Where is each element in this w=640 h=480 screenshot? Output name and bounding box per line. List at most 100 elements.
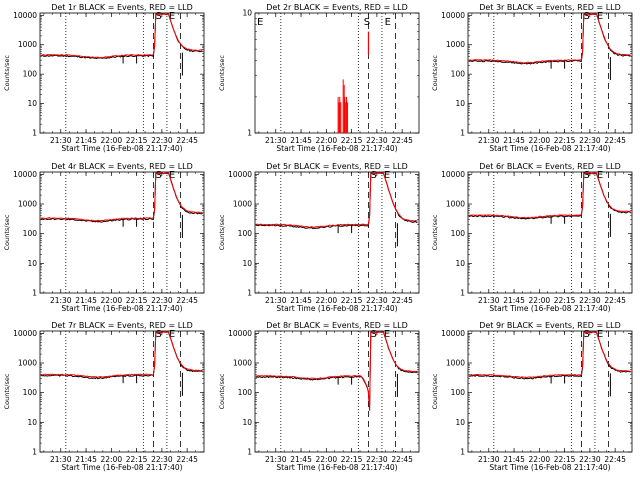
panel-4: Det 4r BLACK = Events, RED = LLD Counts/s… [3, 162, 205, 313]
lld-curve [255, 331, 418, 411]
x-axis-label: Start Time (16-Feb-08 21:17:40) [489, 304, 610, 313]
panel-3: Det 3r BLACK = Events, RED = LLD Counts/s… [431, 3, 633, 153]
y-tick-label: 1000 [233, 200, 252, 209]
y-axis-label: Counts/sec [3, 214, 11, 250]
y-tick-label: 1 [460, 448, 465, 457]
lld-curve [40, 13, 203, 59]
y-tick-label: 10000 [441, 170, 465, 179]
x-tick-label: 22:15 [554, 455, 576, 464]
x-tick-label: 22:30 [151, 296, 173, 305]
x-tick-label: 22:30 [366, 136, 388, 145]
x-tick-label: 22:15 [341, 136, 363, 145]
y-axis-label: Counts/sec [218, 214, 226, 250]
x-tick-label: 22:15 [126, 455, 148, 464]
marker-label: E [597, 11, 603, 22]
marker-label: S [155, 329, 161, 340]
x-tick-label: 21:45 [75, 455, 97, 464]
panel-9: Det 9r BLACK = Events, RED = LLD Counts/s… [431, 321, 633, 472]
panel-8: Det 8r BLACK = Events, RED = LLD Counts/s… [218, 321, 420, 472]
y-tick-label: 1 [247, 129, 252, 138]
lld-curve [468, 13, 631, 64]
y-tick-label: 1000 [233, 359, 252, 368]
lld-curve [468, 172, 631, 219]
y-tick-label: 10000 [441, 11, 465, 20]
x-tick-label: 22:00 [316, 136, 338, 145]
y-tick-label: 10000 [228, 170, 252, 179]
x-tick-label: 21:30 [50, 455, 72, 464]
y-axis-label: Counts/sec [431, 373, 439, 409]
plot-frame [39, 171, 205, 294]
marker-label: E [257, 17, 263, 28]
x-tick-label: 22:00 [101, 136, 123, 145]
x-tick-label: 22:45 [176, 136, 198, 145]
plot-frame [467, 330, 633, 453]
events-curve [468, 331, 631, 380]
x-tick-label: 21:30 [265, 136, 287, 145]
x-tick-label: 21:45 [503, 296, 525, 305]
marker-label: S [370, 329, 376, 340]
panel-title: Det 4r BLACK = Events, RED = LLD [51, 162, 193, 171]
y-tick-label: 1 [460, 289, 465, 298]
y-axis-label: Counts/sec [431, 55, 439, 91]
plot-frame [467, 12, 633, 134]
y-tick-label: 1000 [18, 359, 37, 368]
y-tick-label: 1000 [446, 359, 465, 368]
plot-frame [467, 171, 633, 294]
y-tick-label: 10 [242, 9, 252, 18]
x-axis-label: Start Time (16-Feb-08 21:17:40) [276, 304, 397, 313]
events-curve [255, 331, 418, 411]
panel-title: Det 7r BLACK = Events, RED = LLD [51, 321, 193, 330]
x-tick-label: 21:45 [75, 136, 97, 145]
x-tick-label: 22:15 [126, 136, 148, 145]
y-axis-label: Counts/sec [218, 55, 226, 91]
panel-title: Det 1r BLACK = Events, RED = LLD [51, 3, 193, 12]
x-tick-label: 22:00 [101, 455, 123, 464]
x-tick-label: 21:45 [503, 136, 525, 145]
y-tick-label: 10 [27, 418, 37, 427]
marker-label: S [364, 17, 370, 28]
x-tick-label: 22:15 [126, 296, 148, 305]
plot-frame [254, 171, 420, 294]
x-tick-label: 21:30 [478, 136, 500, 145]
x-tick-label: 21:30 [265, 455, 287, 464]
x-axis-label: Start Time (16-Feb-08 21:17:40) [61, 144, 182, 153]
x-tick-label: 22:45 [391, 296, 413, 305]
x-tick-label: 22:15 [554, 296, 576, 305]
y-tick-label: 10000 [13, 170, 37, 179]
y-tick-label: 10000 [13, 329, 37, 338]
y-tick-label: 100 [23, 388, 38, 397]
marker-label: E [169, 329, 175, 340]
marker-label: S [583, 170, 589, 181]
y-tick-label: 100 [23, 70, 38, 79]
panel-7: Det 7r BLACK = Events, RED = LLD Counts/s… [3, 321, 205, 472]
x-axis-label: Start Time (16-Feb-08 21:17:40) [61, 463, 182, 472]
marker-label: E [384, 329, 390, 340]
x-tick-label: 21:45 [290, 296, 312, 305]
marker-label: S [155, 170, 161, 181]
y-tick-label: 10000 [441, 329, 465, 338]
y-axis-label: Counts/sec [431, 214, 439, 250]
lld-curve [468, 331, 631, 379]
x-tick-label: 22:30 [151, 136, 173, 145]
y-axis-label: Counts/sec [3, 55, 11, 91]
x-axis-label: Start Time (16-Feb-08 21:17:40) [61, 304, 182, 313]
x-tick-label: 21:45 [290, 455, 312, 464]
y-tick-label: 10000 [228, 329, 252, 338]
events-curve [468, 172, 631, 220]
y-tick-label: 10 [455, 99, 465, 108]
marker-label: E [385, 17, 391, 28]
y-tick-label: 100 [238, 388, 253, 397]
x-tick-label: 22:30 [579, 136, 601, 145]
panel-title: Det 9r BLACK = Events, RED = LLD [479, 321, 621, 330]
x-tick-label: 21:45 [503, 455, 525, 464]
x-tick-label: 22:45 [176, 296, 198, 305]
x-axis-label: Start Time (16-Feb-08 21:17:40) [276, 463, 397, 472]
marker-label: E [597, 170, 603, 181]
y-tick-label: 1 [460, 129, 465, 138]
y-tick-label: 10 [27, 99, 37, 108]
y-tick-label: 100 [23, 229, 38, 238]
x-tick-label: 22:00 [316, 296, 338, 305]
events-curve [468, 13, 631, 65]
plot-frame [39, 12, 205, 134]
y-tick-label: 1000 [446, 40, 465, 49]
